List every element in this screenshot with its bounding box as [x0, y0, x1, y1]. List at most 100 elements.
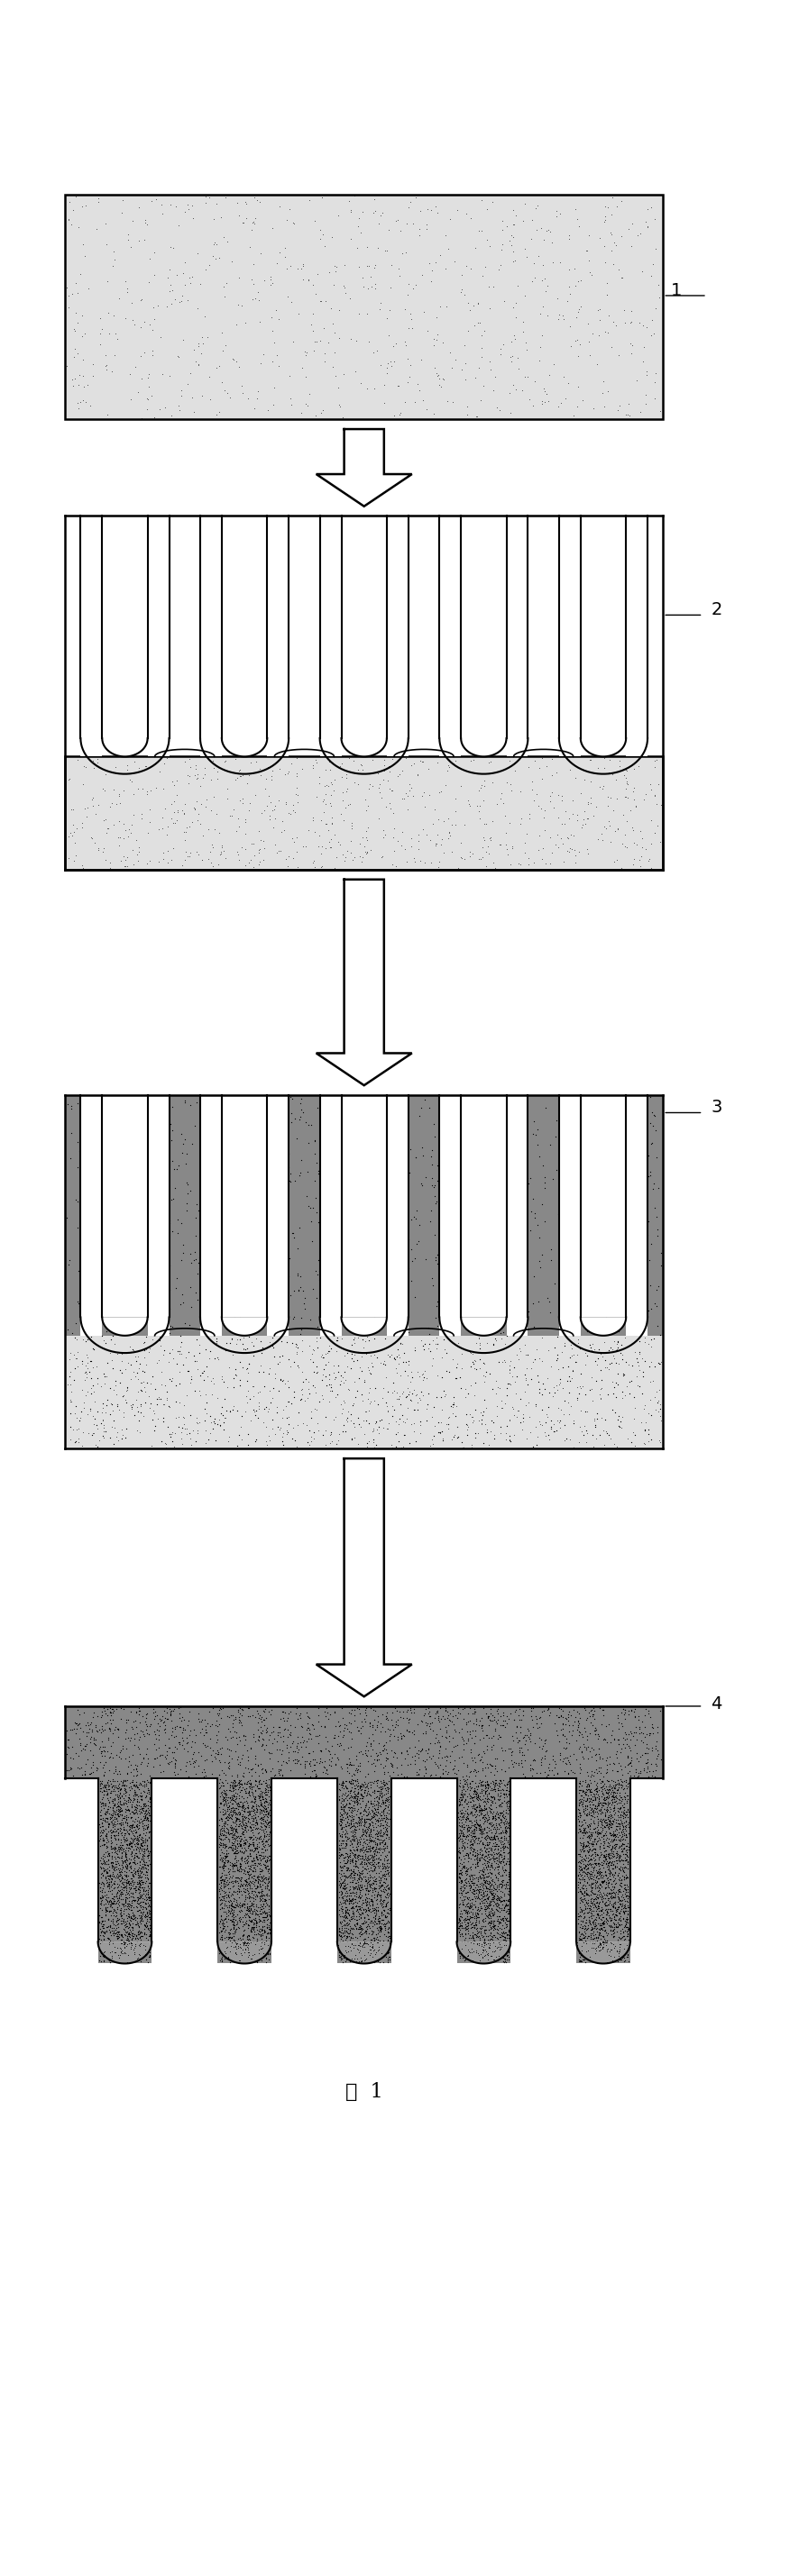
Point — [360, 1847, 373, 1888]
Point — [218, 1777, 231, 1819]
Point — [602, 1873, 615, 1914]
Point — [611, 1844, 624, 1886]
Point — [141, 1924, 153, 1965]
Point — [598, 1785, 610, 1826]
Point — [496, 1824, 509, 1865]
Point — [365, 1886, 378, 1927]
Point — [643, 1224, 656, 1265]
Point — [260, 1883, 273, 1924]
Point — [358, 1692, 371, 1734]
Point — [572, 1942, 585, 1984]
Point — [452, 1829, 465, 1870]
Point — [140, 1803, 153, 1844]
Point — [135, 1826, 148, 1868]
Point — [513, 1731, 526, 1772]
Point — [228, 1759, 240, 1801]
Point — [502, 1929, 515, 1971]
Point — [296, 1270, 309, 1311]
Point — [233, 1847, 246, 1888]
Point — [336, 1932, 348, 1973]
Point — [113, 1906, 126, 1947]
Point — [252, 1834, 264, 1875]
Point — [355, 1839, 368, 1880]
Point — [190, 1347, 203, 1388]
Point — [261, 1770, 274, 1811]
Point — [468, 1775, 481, 1816]
Point — [130, 1785, 143, 1826]
Point — [590, 1811, 603, 1852]
Point — [626, 1141, 638, 1182]
Point — [257, 1909, 270, 1950]
Point — [340, 1798, 353, 1839]
Point — [244, 1901, 257, 1942]
Point — [574, 1857, 586, 1899]
Point — [583, 783, 596, 824]
Point — [101, 1862, 113, 1904]
Point — [338, 1935, 351, 1976]
Point — [142, 1713, 155, 1754]
Point — [336, 1919, 349, 1960]
Point — [378, 1904, 391, 1945]
Point — [478, 1806, 491, 1847]
Point — [535, 381, 547, 422]
Point — [93, 1260, 105, 1301]
Point — [241, 1837, 254, 1878]
Point — [253, 1852, 266, 1893]
Point — [340, 1868, 352, 1909]
Point — [122, 1788, 135, 1829]
Point — [347, 1888, 360, 1929]
Point — [129, 1883, 141, 1924]
Point — [620, 1744, 633, 1785]
Point — [469, 1775, 482, 1816]
Point — [216, 1919, 229, 1960]
Point — [119, 1839, 132, 1880]
Point — [380, 1914, 393, 1955]
Point — [604, 1775, 617, 1816]
Point — [354, 1906, 367, 1947]
Point — [612, 1723, 625, 1765]
Point — [98, 1785, 111, 1826]
Point — [372, 1837, 384, 1878]
Point — [214, 1832, 227, 1873]
Point — [618, 1886, 630, 1927]
Point — [348, 1777, 361, 1819]
Point — [130, 1837, 143, 1878]
Point — [244, 1803, 256, 1844]
Point — [78, 1360, 91, 1401]
Point — [340, 1860, 353, 1901]
Point — [491, 1893, 504, 1935]
Point — [221, 1842, 234, 1883]
Point — [254, 1850, 267, 1891]
Point — [466, 1759, 479, 1801]
Point — [239, 814, 252, 855]
Point — [360, 1811, 373, 1852]
Point — [476, 1929, 489, 1971]
Point — [258, 1829, 271, 1870]
Point — [256, 1352, 269, 1394]
Point — [139, 1821, 152, 1862]
Point — [456, 1811, 469, 1852]
Point — [477, 1875, 490, 1917]
Point — [240, 1839, 252, 1880]
Point — [257, 1728, 270, 1770]
Point — [240, 1899, 253, 1940]
Point — [344, 1891, 356, 1932]
Point — [358, 1790, 371, 1832]
Point — [324, 786, 336, 827]
Point — [582, 1839, 595, 1880]
Point — [350, 1857, 363, 1899]
Point — [382, 1883, 395, 1924]
Point — [348, 1842, 361, 1883]
Point — [344, 1878, 357, 1919]
Point — [515, 1162, 527, 1203]
Point — [467, 1814, 480, 1855]
Point — [606, 1842, 618, 1883]
Point — [262, 1824, 275, 1865]
Point — [241, 1414, 254, 1455]
Point — [361, 1870, 374, 1911]
Point — [218, 1793, 231, 1834]
Point — [339, 1816, 352, 1857]
Point — [129, 1811, 142, 1852]
Point — [373, 1942, 386, 1984]
Point — [348, 1780, 360, 1821]
